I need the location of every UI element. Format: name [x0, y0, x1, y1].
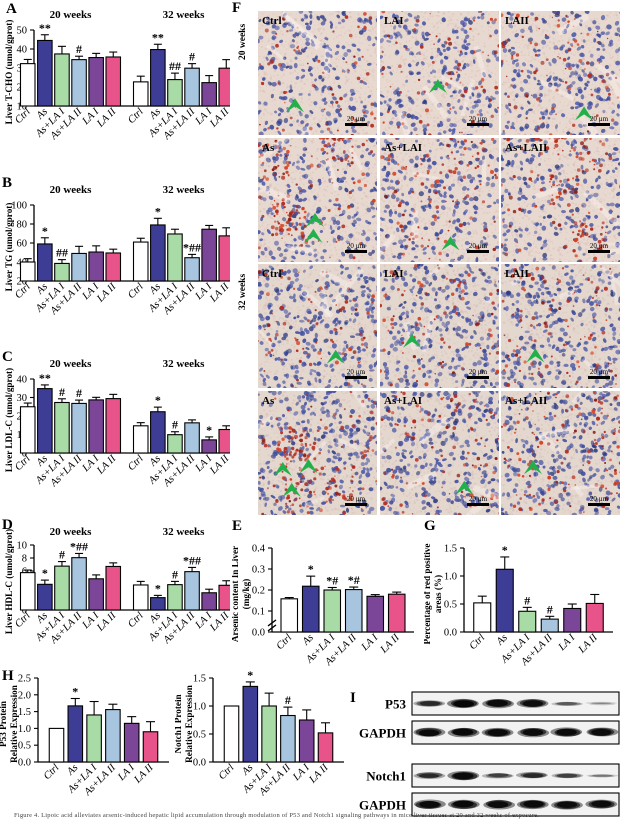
svg-text:60: 60 [17, 239, 28, 250]
svg-text:Ctrl: Ctrl [13, 610, 33, 630]
svg-text:*: * [155, 393, 161, 407]
svg-text:LA II: LA II [208, 610, 230, 634]
svg-text:30: 30 [17, 393, 28, 404]
svg-text:40: 40 [17, 375, 28, 386]
svg-text:Ctrl: Ctrl [126, 610, 146, 630]
svg-text:#: # [59, 385, 65, 399]
svg-text:**: ** [39, 371, 51, 385]
svg-text:Ctrl: Ctrl [126, 453, 146, 473]
svg-text:20 µm: 20 µm [590, 115, 609, 123]
svg-text:#: # [76, 386, 82, 400]
svg-text:*##: *## [70, 539, 88, 553]
svg-text:*: * [155, 204, 161, 218]
svg-text:20 µm: 20 µm [347, 115, 366, 123]
svg-text:32 weeks: 32 weeks [163, 9, 206, 21]
svg-text:Liver TG (umol/gprot): Liver TG (umol/gprot) [4, 203, 14, 292]
svg-text:32 weeks: 32 weeks [163, 184, 206, 196]
svg-text:##: ## [56, 246, 68, 260]
svg-text:20 weeks: 20 weeks [50, 358, 93, 370]
svg-text:LA II: LA II [95, 610, 119, 634]
svg-text:LA II: LA II [208, 106, 230, 130]
svg-text:LAII: LAII [505, 15, 529, 27]
svg-text:32 weeks: 32 weeks [163, 526, 206, 538]
svg-text:#: # [189, 50, 195, 64]
svg-text:**: ** [152, 30, 164, 44]
svg-text:LA II: LA II [208, 453, 230, 477]
svg-text:LAI: LAI [384, 15, 404, 27]
svg-text:Liver T-CHO (umol/gprot): Liver T-CHO (umol/gprot) [4, 20, 14, 125]
svg-text:LA II: LA II [95, 281, 119, 305]
svg-text:10: 10 [17, 541, 28, 552]
svg-text:#: # [172, 567, 178, 581]
svg-text:#: # [76, 42, 82, 56]
svg-text:40: 40 [17, 45, 28, 56]
svg-text:32 weeks: 32 weeks [163, 358, 206, 370]
svg-text:*: * [42, 224, 48, 238]
svg-text:Ctrl: Ctrl [262, 15, 282, 27]
svg-text:*##: *## [183, 240, 201, 254]
svg-text:#: # [172, 418, 178, 432]
svg-text:LA II: LA II [208, 281, 230, 305]
svg-text:Ctrl: Ctrl [126, 106, 146, 126]
svg-text:20 weeks: 20 weeks [50, 184, 93, 196]
svg-text:Ctrl: Ctrl [126, 281, 146, 301]
svg-text:#: # [59, 548, 65, 562]
svg-text:80: 80 [17, 220, 28, 231]
svg-text:*: * [155, 581, 161, 595]
svg-text:8: 8 [22, 554, 27, 565]
svg-text:LA II: LA II [95, 453, 119, 477]
svg-text:Ctrl: Ctrl [13, 453, 33, 473]
svg-text:*: * [206, 423, 212, 437]
svg-text:Liver LDL-C (umol/gprot): Liver LDL-C (umol/gprot) [4, 368, 14, 472]
svg-text:*: * [42, 566, 48, 580]
svg-text:50: 50 [17, 26, 28, 37]
svg-text:*##: *## [183, 553, 201, 567]
svg-text:20 weeks: 20 weeks [50, 526, 93, 538]
svg-text:**: ** [39, 21, 51, 35]
svg-text:20 µm: 20 µm [468, 115, 487, 123]
svg-text:20 weeks: 20 weeks [50, 9, 93, 21]
svg-text:Liver HDL-C (umol/gprot): Liver HDL-C (umol/gprot) [4, 529, 14, 634]
svg-text:LA II: LA II [95, 106, 119, 130]
svg-text:##: ## [169, 59, 181, 73]
